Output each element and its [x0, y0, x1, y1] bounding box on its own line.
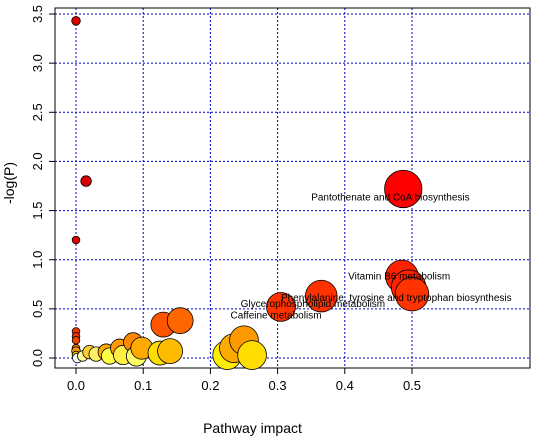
- x-axis-label: Pathway impact: [203, 420, 302, 436]
- annotation-label: Caffeine metabolism: [231, 311, 322, 322]
- y-tick-label: 2.0: [30, 152, 45, 170]
- annotation-label: Glycerophospholipid metabolism: [241, 299, 386, 310]
- data-point: [394, 276, 430, 312]
- y-axis-label: -log(P): [1, 162, 17, 204]
- y-tick-label: 3.5: [30, 5, 45, 23]
- y-tick-label: 2.5: [30, 103, 45, 121]
- data-point: [166, 307, 194, 335]
- data-point: [305, 279, 338, 313]
- y-tick-label: 0.0: [30, 349, 45, 367]
- data-point: [80, 175, 92, 187]
- data-point: [266, 292, 296, 322]
- annotation-label: Pantothenate and CoA biosynthesis: [311, 193, 469, 204]
- y-tick-label: 3.0: [30, 54, 45, 72]
- annotation-label: Vitamin B6 metabolism: [348, 271, 450, 282]
- data-points: [71, 16, 430, 370]
- data-point: [71, 235, 81, 245]
- axes: 0.0 0.1 0.2 0.3 0.4 0.5 0.0 0.5 1.0 1.5 2.0 2.5 3.0 3…: [30, 5, 421, 393]
- y-tick-label: 1.5: [30, 202, 45, 220]
- annotations: Pantothenate and CoA biosynthesis Vitamin…: [231, 193, 512, 322]
- x-tick-label: 0.0: [67, 378, 85, 393]
- data-point: [384, 169, 423, 209]
- data-point: [71, 336, 81, 345]
- data-point: [157, 338, 183, 364]
- x-tick-label: 0.2: [201, 378, 219, 393]
- x-tick-label: 0.1: [134, 378, 152, 393]
- x-tick-label: 0.4: [336, 378, 354, 393]
- x-tick-label: 0.5: [403, 378, 421, 393]
- data-point: [71, 16, 81, 26]
- x-tick-label: 0.3: [269, 378, 287, 393]
- plot-frame: [54, 7, 531, 369]
- y-tick-label: 1.0: [30, 251, 45, 269]
- data-point: [237, 340, 267, 370]
- annotation-label: Phenylalanine, tyrosine and tryptophan b…: [281, 293, 512, 304]
- y-tick-label: 0.5: [30, 300, 45, 318]
